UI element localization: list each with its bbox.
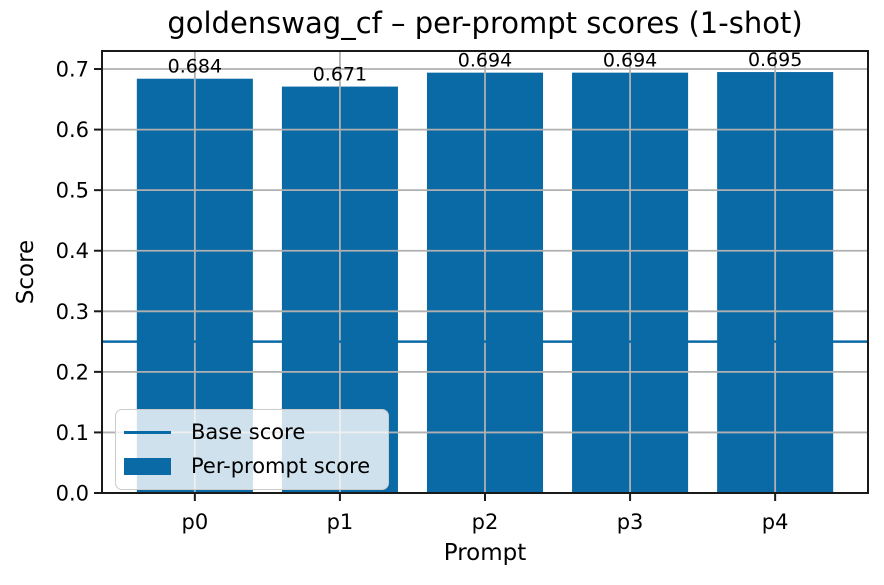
- y-tick-label: 0.3: [56, 300, 89, 324]
- legend-entry-base-score: Base score: [124, 420, 370, 445]
- y-tick-label: 0.4: [56, 239, 89, 263]
- y-tick-label: 0.6: [56, 118, 89, 142]
- bar-value-label: 0.694: [603, 50, 657, 72]
- legend-label-per-prompt-score: Per-prompt score: [191, 454, 371, 478]
- x-tick-label: p0: [181, 510, 208, 534]
- x-axis-label: Prompt: [443, 540, 527, 566]
- bar-value-label: 0.671: [313, 64, 367, 86]
- legend-line-swatch: [124, 431, 171, 434]
- bar-value-label: 0.684: [168, 56, 222, 78]
- legend-label-base-score: Base score: [191, 420, 306, 444]
- legend: Base score Per-prompt score: [115, 409, 390, 490]
- x-tick-label: p3: [617, 510, 644, 534]
- y-tick-label: 0.5: [56, 179, 89, 203]
- legend-entry-per-prompt-score: Per-prompt score: [124, 454, 370, 479]
- legend-patch-swatch: [124, 458, 171, 475]
- x-tick-label: p4: [762, 510, 789, 534]
- y-tick-label: 0.2: [56, 360, 89, 384]
- x-tick-label: p1: [327, 510, 354, 534]
- y-tick-label: 0.7: [56, 58, 89, 82]
- chart-title: goldenswag_cf – per-prompt scores (1-sho…: [167, 6, 803, 40]
- bar-value-label: 0.695: [748, 49, 802, 71]
- bar-value-label: 0.694: [458, 50, 512, 72]
- y-tick-label: 0.1: [56, 421, 89, 445]
- y-tick-label: 0.0: [56, 482, 89, 506]
- x-tick-label: p2: [472, 510, 499, 534]
